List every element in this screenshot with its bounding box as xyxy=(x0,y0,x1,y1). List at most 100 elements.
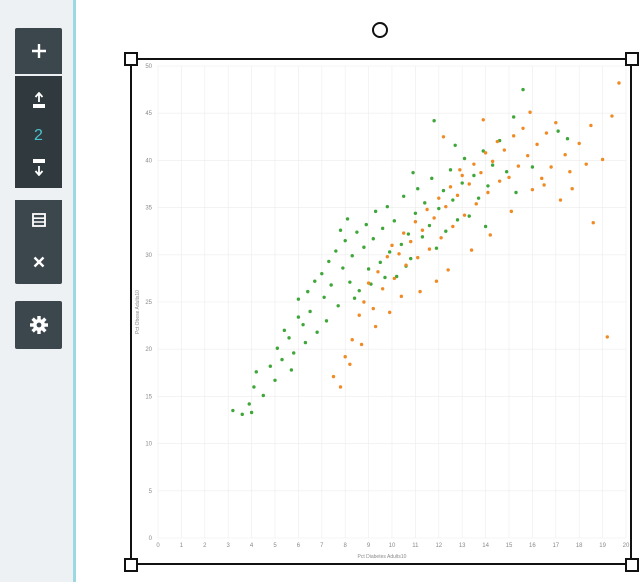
orange-data-point xyxy=(357,313,361,317)
orange-data-point xyxy=(441,135,446,139)
green-data-point xyxy=(380,226,385,231)
green-data-point xyxy=(437,206,441,211)
green-data-point xyxy=(352,296,357,300)
orange-data-point xyxy=(359,342,364,347)
orange-data-point xyxy=(448,185,453,189)
orange-data-point xyxy=(530,187,535,192)
green-data-point xyxy=(282,328,287,333)
green-data-point xyxy=(378,260,382,265)
green-data-point xyxy=(451,198,455,202)
green-data-point xyxy=(338,228,343,232)
green-data-point xyxy=(254,370,258,374)
orange-data-point xyxy=(385,254,390,259)
orange-data-point xyxy=(371,306,375,311)
layer-count: 2 xyxy=(34,127,43,144)
orange-data-point xyxy=(483,151,488,155)
item-toolbar xyxy=(15,200,62,284)
orange-data-point xyxy=(380,287,385,291)
orange-data-point xyxy=(472,162,476,166)
orange-data-point xyxy=(467,182,471,186)
green-data-point xyxy=(432,119,436,123)
green-data-point xyxy=(280,357,284,362)
orange-data-point xyxy=(420,228,425,232)
green-data-point xyxy=(565,136,570,141)
add-button[interactable] xyxy=(15,28,62,74)
layer-down-icon xyxy=(32,159,45,176)
green-data-point xyxy=(423,201,427,205)
x-tick-label: 17 xyxy=(552,543,559,549)
layer-toolbar: 2 xyxy=(15,76,62,188)
orange-data-point xyxy=(563,153,567,157)
stack-button[interactable] xyxy=(15,200,62,240)
orange-data-point xyxy=(425,207,429,212)
layer-up-icon xyxy=(32,92,45,108)
orange-data-point xyxy=(343,355,347,359)
green-data-point xyxy=(315,330,319,334)
y-tick-label: 20 xyxy=(145,347,152,353)
orange-data-point xyxy=(526,153,530,158)
orange-data-point xyxy=(409,239,413,244)
orange-data-point xyxy=(416,255,420,260)
green-data-point xyxy=(556,129,560,133)
orange-data-point xyxy=(399,294,404,299)
chart-frame[interactable]: 0 1 2 3 4 5 6 7 8 9 10 11 12 13 14 15 16 17 18 19 20 0 5 10 15 2… xyxy=(130,58,632,565)
orange-data-point xyxy=(432,216,436,220)
green-data-point xyxy=(306,289,310,294)
green-data-point xyxy=(483,224,488,229)
green-data-point xyxy=(301,322,305,327)
green-data-point xyxy=(350,254,354,258)
orange-data-point xyxy=(521,126,525,131)
green-data-point xyxy=(467,214,471,218)
orange-data-point xyxy=(348,362,352,367)
scatter-chart: 0 1 2 3 4 5 6 7 8 9 10 11 12 13 14 15 16 17 18 19 20 0510152… xyxy=(132,60,630,563)
x-tick-label: 19 xyxy=(599,543,606,549)
plus-icon xyxy=(31,44,46,58)
orange-data-point xyxy=(549,165,553,169)
orange-data-point xyxy=(331,374,336,379)
green-data-point xyxy=(427,223,432,228)
orange-data-point xyxy=(516,164,521,168)
y-tick-label: 0 xyxy=(149,536,153,542)
green-data-point xyxy=(514,190,518,195)
green-data-point xyxy=(434,246,439,250)
orange-data-point xyxy=(605,335,609,339)
green-data-point xyxy=(411,170,415,175)
orange-data-point xyxy=(490,159,495,164)
settings-button[interactable] xyxy=(15,301,62,349)
chart-background xyxy=(132,60,630,563)
resize-handle-bottom-left[interactable] xyxy=(124,558,138,572)
green-data-point xyxy=(355,230,359,234)
close-button[interactable] xyxy=(15,242,62,282)
green-data-point xyxy=(366,267,371,271)
resize-handle-top-left[interactable] xyxy=(124,52,138,66)
x-tick-label: 11 xyxy=(412,543,419,549)
green-data-point xyxy=(268,364,273,368)
rotate-handle[interactable] xyxy=(372,22,388,38)
move-layer-up-button[interactable] xyxy=(15,84,62,118)
move-layer-down-button[interactable] xyxy=(15,150,62,184)
green-data-point xyxy=(343,238,347,243)
green-data-point xyxy=(383,275,387,280)
chart-points xyxy=(231,81,621,417)
orange-data-point xyxy=(350,338,354,342)
x-tick-label: 14 xyxy=(482,543,489,549)
green-data-point xyxy=(413,211,418,215)
orange-data-point xyxy=(479,170,483,175)
green-data-point xyxy=(409,256,413,261)
orange-data-point xyxy=(460,173,464,178)
resize-handle-top-right[interactable] xyxy=(625,52,639,66)
green-data-point xyxy=(444,229,448,233)
orange-data-point xyxy=(413,220,418,224)
green-data-point xyxy=(406,232,411,236)
orange-data-point xyxy=(366,281,371,285)
y-tick-label: 35 xyxy=(145,206,152,212)
orange-data-point xyxy=(568,170,572,174)
x-tick-label: 4 xyxy=(250,543,254,549)
resize-handle-bottom-right[interactable] xyxy=(625,558,639,572)
orange-data-point xyxy=(511,134,516,138)
chart-grid xyxy=(157,65,627,539)
green-data-point xyxy=(261,393,265,398)
green-data-point xyxy=(334,249,338,253)
green-data-point xyxy=(462,156,467,161)
x-tick-label: 15 xyxy=(506,543,513,549)
